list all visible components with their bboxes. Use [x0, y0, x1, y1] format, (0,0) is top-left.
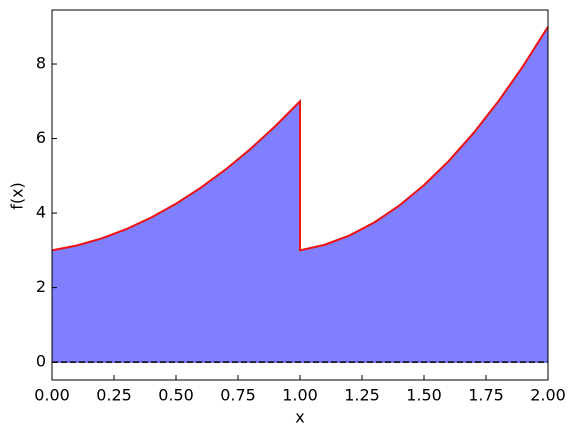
x-tick-label: 2.00	[530, 386, 566, 405]
x-tick-label: 1.75	[468, 386, 504, 405]
y-tick-label: 2	[36, 277, 46, 296]
x-tick-label: 0.00	[34, 386, 70, 405]
x-axis-label: x	[295, 408, 304, 427]
x-tick-label: 0.25	[96, 386, 132, 405]
x-tick-label: 0.50	[158, 386, 194, 405]
x-tick-label: 1.25	[344, 386, 380, 405]
line	[51, 26, 549, 252]
y-tick-label: 6	[36, 128, 46, 147]
x-tick-label: 1.50	[406, 386, 442, 405]
y-tick-label: 8	[36, 54, 46, 73]
x-tick-label: 0.75	[220, 386, 256, 405]
y-axis-label: f(x)	[8, 182, 27, 210]
y-tick-label: 4	[36, 203, 46, 222]
x-tick-label: 1.00	[282, 386, 318, 405]
y-tick-label: 0	[36, 352, 46, 371]
